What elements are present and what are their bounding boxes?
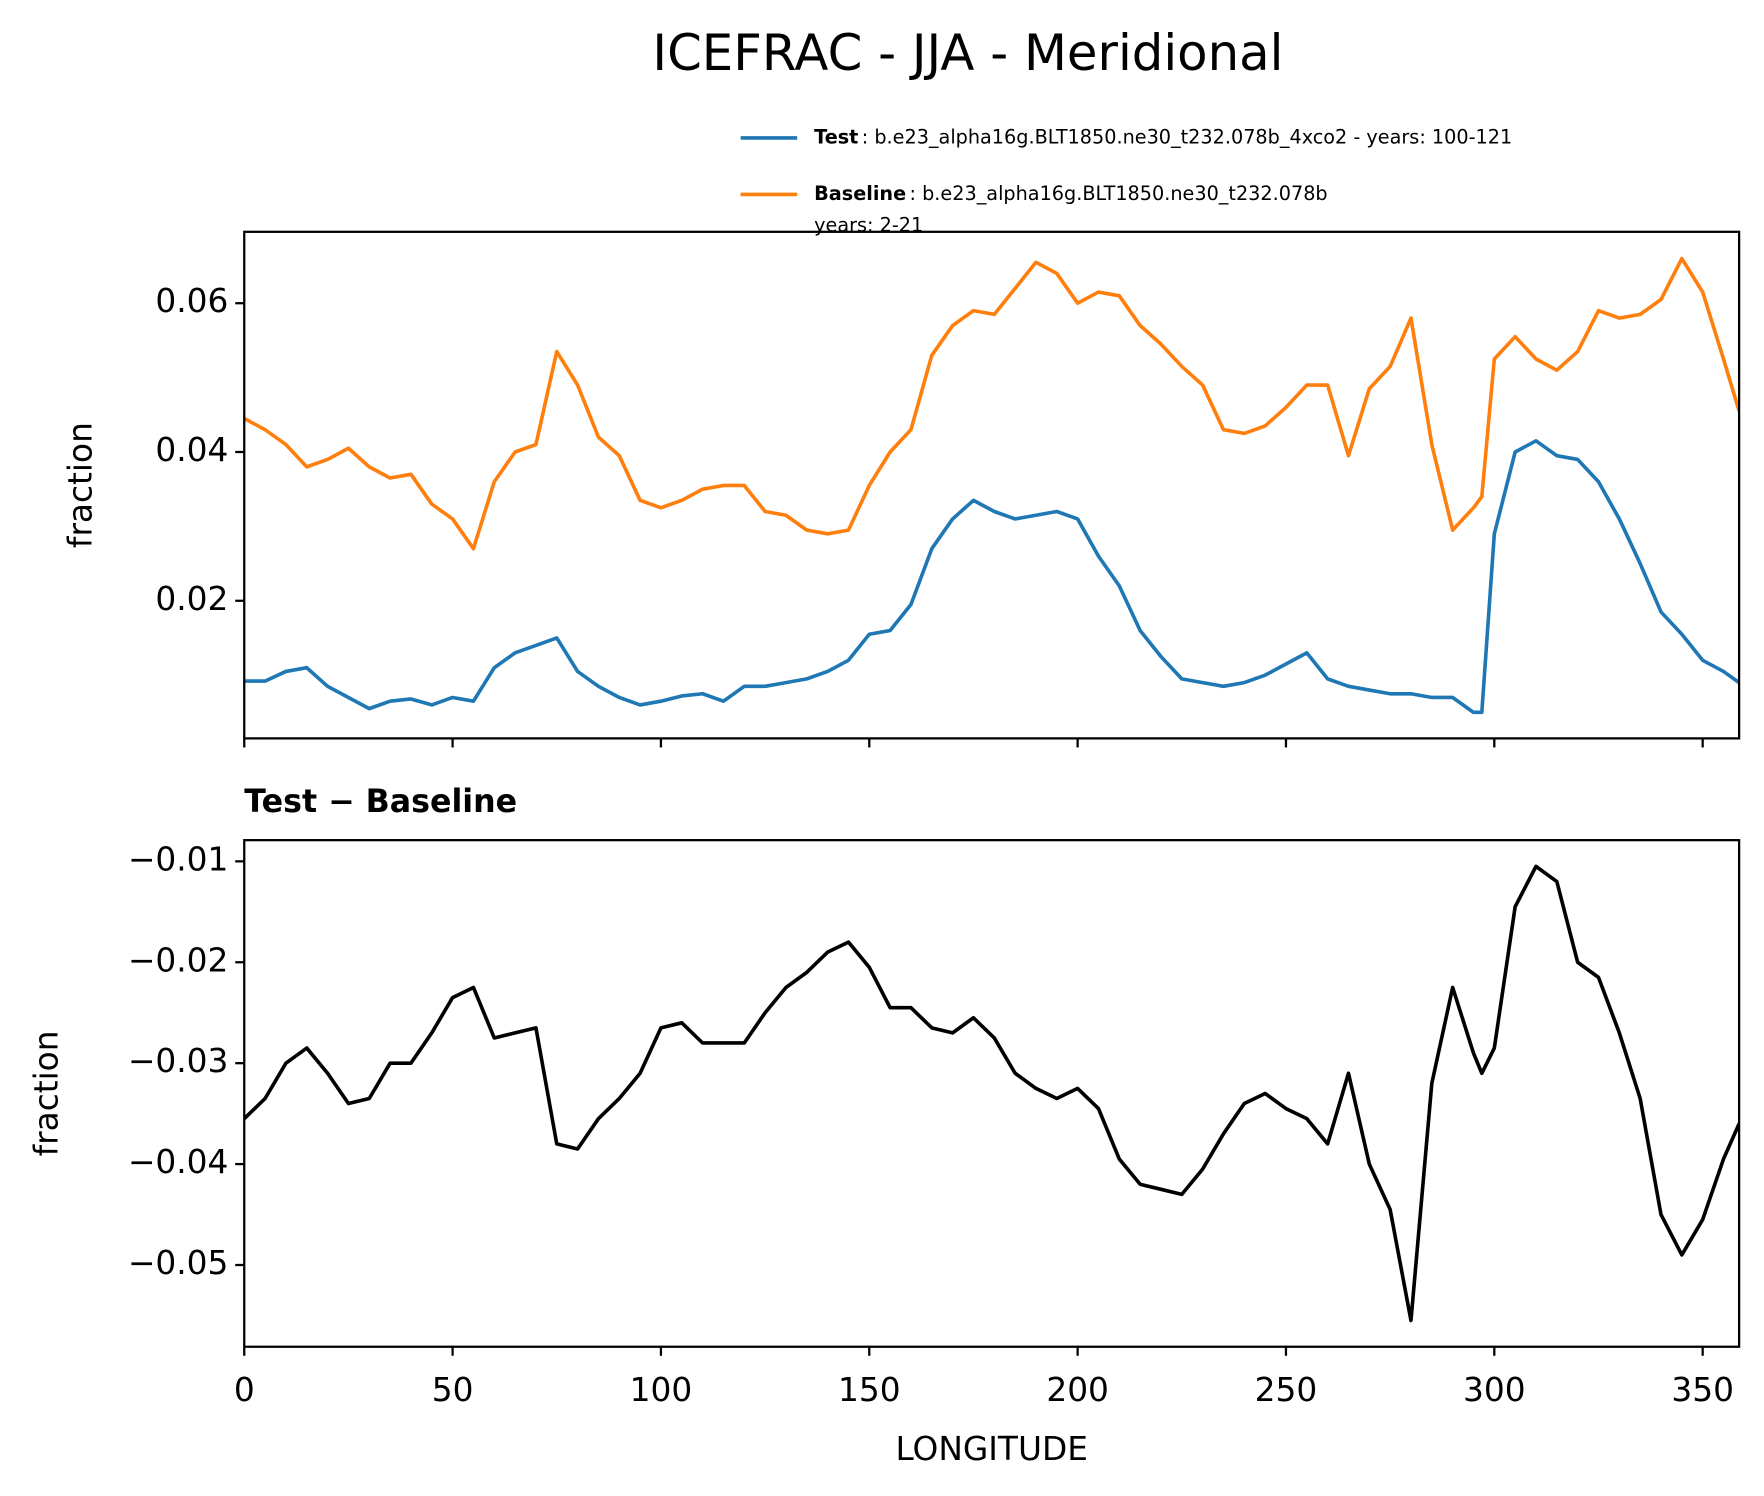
y-tick-label: −0.02 (128, 941, 228, 979)
data-line (244, 439, 1740, 715)
axes-frame (243, 839, 1741, 1348)
x-tick-label: 350 (1671, 1371, 1734, 1409)
x-tick-label: 0 (234, 1371, 255, 1409)
x-tick-label: 200 (1046, 1371, 1109, 1409)
chart-title: ICEFRAC - JJA - Meridional (652, 24, 1283, 82)
legend-label: Baseline (814, 182, 906, 205)
y-tick-label: 0.04 (155, 431, 228, 469)
x-tick-label: 100 (630, 1371, 693, 1409)
data-line (244, 864, 1740, 1323)
y-tick-label: 0.06 (155, 282, 228, 320)
x-tick-label: 50 (432, 1371, 474, 1409)
x-tick-label: 300 (1463, 1371, 1526, 1409)
data-line (244, 256, 1740, 551)
legend-description: : b.e23_alpha16g.BLT1850.ne30_t232.078b_… (862, 125, 1512, 148)
x-tick-label: 250 (1255, 1371, 1318, 1409)
y-tick-label: −0.01 (128, 840, 228, 878)
subplot-title: Test − Baseline (244, 784, 517, 820)
y-tick-label: −0.05 (128, 1244, 228, 1282)
legend-description: : b.e23_alpha16g.BLT1850.ne30_t232.078b (910, 182, 1328, 205)
y-tick-label: −0.04 (128, 1143, 228, 1181)
x-axis-label: LONGITUDE (895, 1430, 1087, 1468)
y-tick-label: 0.02 (155, 580, 228, 618)
y-axis-label: fraction (62, 422, 100, 548)
y-axis-label: fraction (28, 1030, 66, 1156)
axes-frame (243, 230, 1741, 740)
legend-description: years: 2-21 (814, 214, 923, 237)
x-tick-label: 150 (838, 1371, 901, 1409)
legend-label: Test (814, 125, 858, 148)
y-tick-label: −0.03 (128, 1042, 228, 1080)
